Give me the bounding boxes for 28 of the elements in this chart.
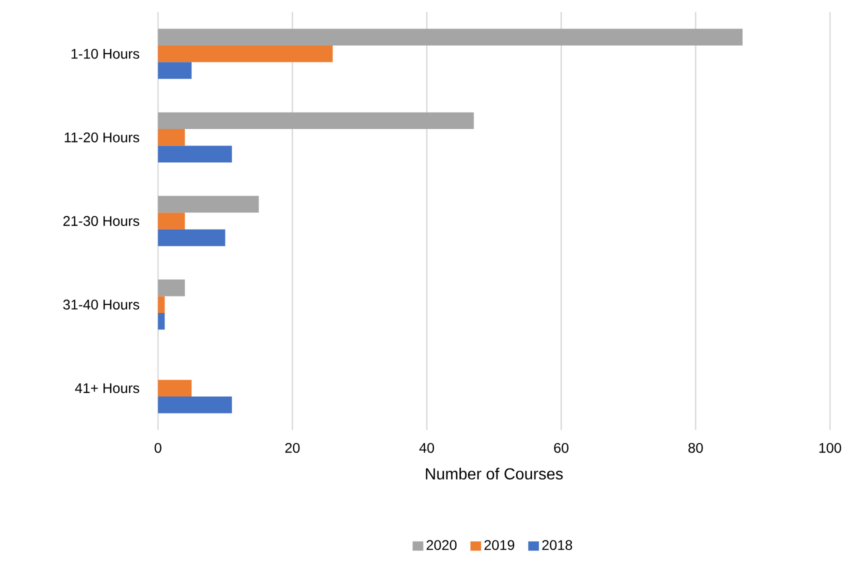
bar: [158, 112, 474, 130]
x-tick-label: 100: [819, 442, 842, 453]
bar: [158, 212, 185, 230]
bar: [158, 396, 232, 414]
bar: [158, 229, 226, 246]
bar: [158, 28, 743, 46]
y-tick-label: 41+ Hours: [75, 383, 140, 394]
bar: [158, 196, 259, 213]
x-tick-label: 60: [554, 442, 568, 453]
bar: [158, 296, 165, 313]
legend-label: 2019: [484, 540, 514, 550]
bar: [158, 146, 232, 162]
x-axis-title: Number of Courses: [426, 468, 563, 480]
bar: [158, 129, 185, 146]
x-tick-label: 20: [285, 442, 300, 453]
legend-label: 2018: [542, 540, 572, 550]
bar: [158, 380, 192, 397]
bar: [158, 45, 333, 62]
y-tick-label: 31-40 Hours: [63, 300, 140, 310]
bar: [158, 280, 185, 296]
y-tick-label: 1-10 Hours: [72, 48, 140, 59]
bar: [158, 62, 192, 79]
y-tick-label: 21-30 Hours: [63, 216, 140, 226]
x-tick-label: 80: [688, 442, 703, 453]
x-tick-label: 0: [154, 442, 162, 453]
y-tick-label: 11-20 Hours: [64, 132, 140, 142]
x-tick-label: 40: [419, 442, 434, 453]
legend-label: 2020: [426, 540, 457, 550]
